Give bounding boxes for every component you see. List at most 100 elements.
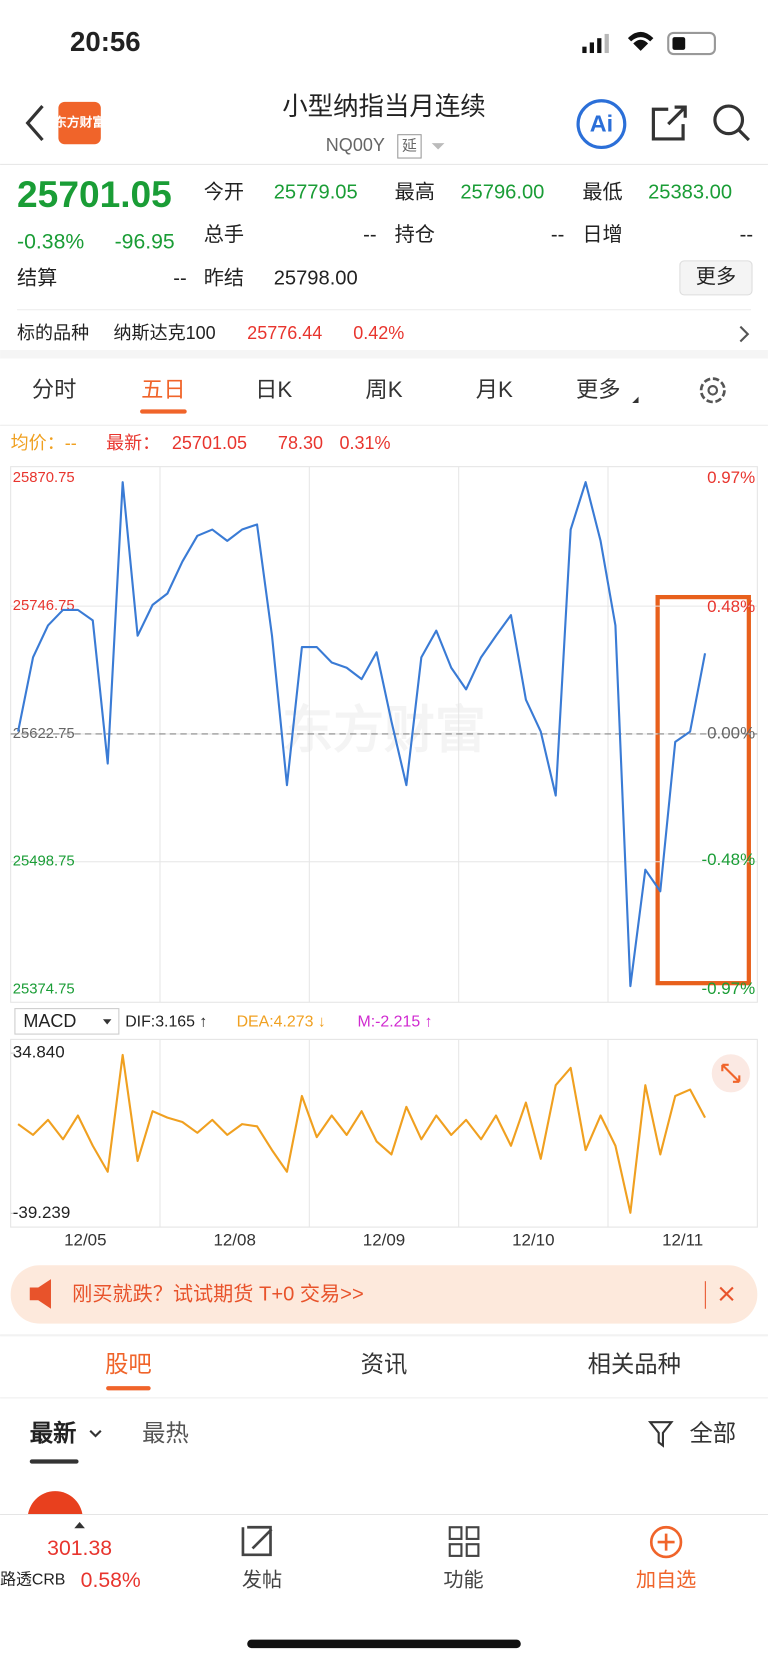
underlying-change: 0.42%	[353, 323, 404, 343]
sort-tab-active[interactable]: 最新	[30, 1419, 77, 1446]
settings-button[interactable]	[699, 377, 726, 404]
search-button[interactable]	[713, 104, 750, 142]
sort-tab[interactable]: 最热	[142, 1420, 189, 1446]
plot: 12/05 12/08 12/09 12/10 12/11 25870.75 25746.7…	[10, 466, 758, 1249]
action[interactable]: 加自选	[636, 1569, 696, 1592]
filter[interactable]: 全部	[689, 1420, 736, 1446]
y-tick-label: 25498.75	[13, 854, 75, 870]
more-label: 更多	[696, 265, 736, 288]
expand-button[interactable]	[711, 1054, 750, 1093]
field-label: 最低	[582, 180, 622, 203]
chevron[interactable]	[739, 325, 750, 343]
y-tick-label: 25870.75	[13, 470, 75, 486]
status-icons	[582, 31, 716, 56]
legend-m: M:-2.215 ↑	[357, 1014, 432, 1031]
function-icon[interactable]	[448, 1526, 480, 1557]
banner[interactable]	[10, 1265, 758, 1324]
home-indicator	[247, 1639, 521, 1649]
tab[interactable]: 月K	[476, 377, 513, 402]
field-label: 今开	[204, 180, 244, 203]
banner-close[interactable]	[719, 1286, 734, 1302]
indicator-caret	[102, 1019, 112, 1025]
price: 25701.05	[17, 173, 172, 215]
ai-button[interactable]	[576, 99, 627, 150]
title: 小型纳指当月连续	[282, 93, 486, 121]
tab-active[interactable]: 五日	[141, 377, 186, 402]
macd-tick-label: -39.239	[13, 1203, 71, 1222]
x-tick-label: 12/08	[213, 1230, 255, 1249]
index-change: 0.58%	[81, 1569, 141, 1592]
share-button[interactable]	[651, 105, 687, 141]
code: NQ00Y	[326, 135, 385, 155]
field-value: --	[173, 267, 186, 289]
divider	[0, 1334, 768, 1337]
y2-tick-label: 0.00%	[707, 723, 755, 742]
logo	[58, 101, 101, 145]
dropdown[interactable]	[431, 143, 445, 150]
filter-icon[interactable]	[648, 1421, 674, 1448]
x-tick-label: 12/05	[64, 1230, 106, 1249]
sort-caret	[89, 1429, 102, 1438]
tab[interactable]: 周K	[365, 377, 402, 402]
tab[interactable]: 分时	[32, 377, 77, 402]
banner-icon	[29, 1279, 51, 1309]
x-tick-label: 12/10	[512, 1230, 554, 1249]
macd-frame	[10, 1038, 758, 1228]
macd-tick-label: 34.840	[13, 1043, 65, 1062]
community-tab-active[interactable]: 股吧	[105, 1351, 152, 1377]
action[interactable]: 发帖	[242, 1569, 282, 1592]
y2-tick-label: 0.97%	[707, 468, 755, 487]
y-tick-label: 25746.75	[13, 598, 75, 614]
status-time: 20:56	[70, 26, 141, 57]
spacer	[0, 349, 768, 359]
ai-label: Ai	[590, 110, 613, 136]
banner-text: 刚买就跌？试试期货 T+0 交易>>	[72, 1282, 364, 1305]
series-line	[17, 481, 707, 988]
index-name: 路透CRB	[0, 1570, 65, 1588]
tab-underline	[140, 409, 187, 414]
y2-tick-label: -0.97%	[701, 979, 755, 998]
legend-dif: DIF:3.165 ↑	[125, 1014, 207, 1031]
series-line	[17, 1053, 706, 1214]
field-label: 最高	[395, 180, 435, 203]
latest-label: 最新：	[106, 433, 160, 453]
tab-underline	[106, 1386, 151, 1391]
field-label: 结算	[17, 266, 57, 289]
community-tab[interactable]: 资讯	[361, 1351, 408, 1377]
legend-dea: DEA:4.273 ↓	[237, 1014, 326, 1031]
field-label: 总手	[204, 223, 244, 246]
latest-price: 25701.05	[172, 433, 247, 453]
x-tick-label: 12/09	[363, 1230, 405, 1249]
avg-price: 均价：--	[11, 433, 77, 453]
field-value: --	[363, 224, 376, 246]
indicator-name: MACD	[23, 1011, 76, 1031]
underlying-price: 25776.44	[247, 323, 322, 343]
watermark: 东方财富	[282, 701, 486, 758]
indicator-select[interactable]	[14, 1008, 120, 1035]
more-button[interactable]	[679, 260, 753, 296]
latest-change-pct: 0.31%	[339, 433, 390, 453]
tag-box	[397, 134, 422, 159]
field-value: --	[551, 224, 564, 246]
tab[interactable]: 更多	[576, 377, 621, 402]
field-value: 25383.00	[648, 181, 732, 203]
underlying-label: 标的品种	[17, 323, 89, 343]
latest-change: 78.30	[278, 433, 323, 453]
back-button[interactable]	[25, 105, 44, 142]
action[interactable]: 功能	[443, 1569, 483, 1592]
x-tick-label: 12/11	[662, 1230, 703, 1249]
field-value: 25796.00	[460, 181, 544, 203]
logo-text: 东方财富	[54, 114, 105, 129]
index-caret	[74, 1521, 85, 1529]
tag: 延	[402, 137, 417, 154]
tab[interactable]: 日K	[255, 377, 292, 402]
community-tab[interactable]: 相关品种	[588, 1351, 681, 1377]
y2-tick-label: 0.48%	[707, 597, 755, 616]
y-tick-label: 25374.75	[13, 981, 75, 997]
field-value: 25798.00	[274, 267, 358, 289]
post-icon[interactable]	[241, 1525, 273, 1557]
add-icon[interactable]	[649, 1525, 683, 1559]
field-label: 持仓	[395, 223, 435, 246]
